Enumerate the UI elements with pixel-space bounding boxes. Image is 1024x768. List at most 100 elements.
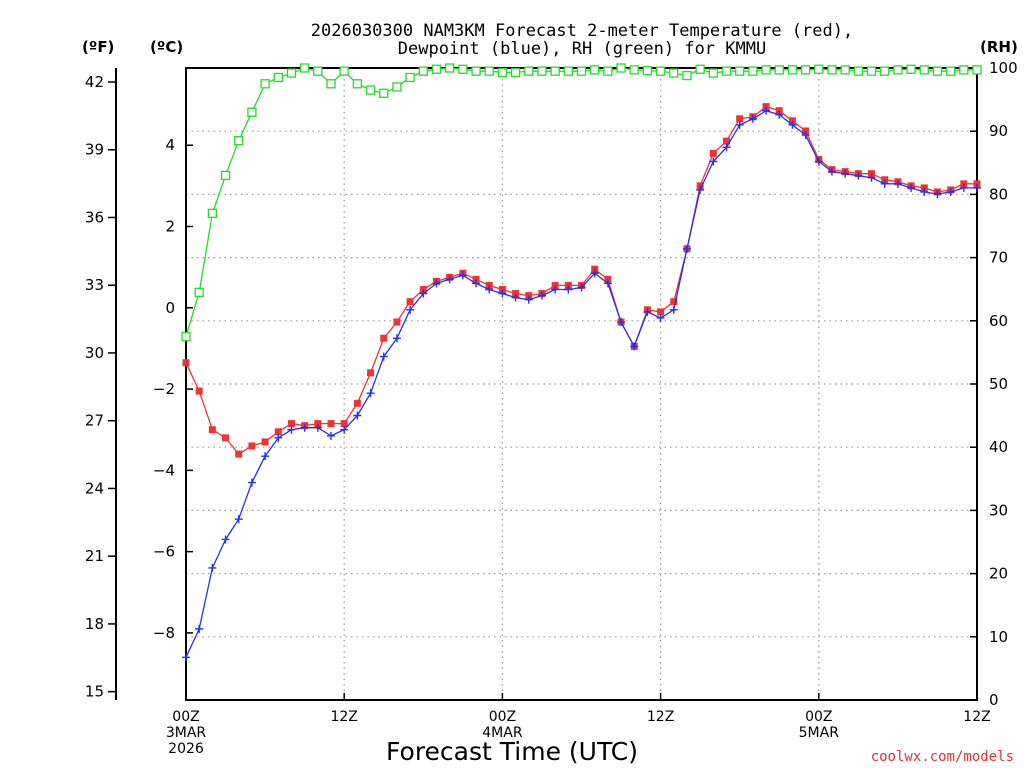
rh-point <box>603 66 613 76</box>
rh-point <box>655 66 666 76</box>
dewpoint-point <box>300 423 309 432</box>
rh-point <box>260 79 270 89</box>
dewpoint-point <box>498 289 507 298</box>
rh-point <box>207 208 218 219</box>
dewpoint-point <box>669 305 678 314</box>
rh-point <box>234 136 244 146</box>
temperature-point <box>709 149 717 157</box>
rh-point <box>906 64 916 74</box>
x-tick-label: 00Z <box>489 709 516 725</box>
rh-point <box>524 66 534 76</box>
temperature-point <box>472 275 480 283</box>
rh-point <box>959 65 969 75</box>
dewpoint-point <box>907 183 916 192</box>
temperature-point <box>920 184 928 192</box>
x-tick-label: 12Z <box>330 709 357 725</box>
dewpoint-point <box>524 295 533 304</box>
temperature-point <box>182 359 190 367</box>
dewpoint-point <box>643 307 652 316</box>
celsius-unit-label: (ºC) <box>150 38 183 56</box>
temperature-point <box>973 180 981 188</box>
rh-point <box>616 63 626 73</box>
series-rh <box>181 63 982 342</box>
rh-point <box>510 67 521 78</box>
dewpoint-point <box>261 452 270 461</box>
dewpoint-point <box>946 187 955 196</box>
temperature-point <box>564 281 572 289</box>
series-layer <box>181 63 982 662</box>
series-dewpoint <box>182 106 981 662</box>
rh-point <box>379 88 389 98</box>
rh-point <box>840 65 850 75</box>
rh-point <box>761 65 771 75</box>
dewpoint-point <box>617 318 626 327</box>
temperature-point <box>512 290 520 298</box>
temperature-point <box>802 127 810 135</box>
dewpoint-point <box>287 425 296 434</box>
fahrenheit-unit-label: (ºF) <box>82 38 114 56</box>
dewpoint-point <box>419 289 428 298</box>
rh-tick-label: 30 <box>989 501 1008 519</box>
rh-point <box>352 79 363 89</box>
dewpoint-point <box>340 425 349 434</box>
x-tick-label: 4MAR <box>482 725 523 741</box>
rh-tick-label: 10 <box>989 628 1008 646</box>
temperature-point <box>195 387 203 395</box>
temperature-point <box>525 292 533 300</box>
dewpoint-point <box>814 157 823 166</box>
temperature-point <box>775 107 783 115</box>
rh-point <box>299 63 310 73</box>
rh-point <box>273 72 283 83</box>
dewpoint-point <box>485 285 494 294</box>
dewpoint-point <box>432 279 441 288</box>
f-tick-label: 33 <box>85 276 104 294</box>
chart-title-line1: 2026030300 NAM3KM Forecast 2-meter Tempe… <box>311 21 853 41</box>
rh-point <box>194 287 204 298</box>
dewpoint-point <box>208 563 217 572</box>
dewpoint-point <box>762 106 771 115</box>
rh-point <box>880 66 890 76</box>
rh-tick-label: 40 <box>989 438 1008 456</box>
x-tick-label: 5MAR <box>799 725 840 741</box>
temperature-point <box>340 420 348 428</box>
temperature-point <box>208 426 216 434</box>
rh-point <box>735 66 745 76</box>
rh-point <box>418 66 428 76</box>
rh-point <box>563 66 573 76</box>
rh-line <box>185 67 977 337</box>
dewpoint-point <box>366 389 375 398</box>
temperature-point <box>327 420 335 428</box>
rh-point <box>972 65 982 75</box>
rh-unit-label: (RH) <box>980 38 1018 56</box>
rh-point <box>945 66 956 76</box>
dewpoint-point <box>353 411 362 420</box>
dewpoint-point <box>406 305 415 314</box>
temperature-point <box>393 318 401 326</box>
dewpoint-point <box>933 189 942 198</box>
rh-tick-label: 70 <box>989 249 1008 267</box>
rh-tick-label: 50 <box>989 375 1008 393</box>
dewpoint-point <box>722 143 731 152</box>
rh-point <box>893 65 903 75</box>
rh-point <box>919 65 929 75</box>
dewpoint-point <box>867 173 876 182</box>
rh-point <box>365 85 376 95</box>
dewpoint-point <box>854 171 863 180</box>
rh-point <box>708 68 718 78</box>
dewpoint-point <box>973 183 981 192</box>
temperature-point <box>591 265 599 273</box>
rh-point <box>339 66 349 76</box>
f-tick-label: 36 <box>85 208 104 226</box>
rh-point <box>286 68 297 78</box>
dewpoint-point <box>959 183 968 192</box>
dewpoint-point <box>841 169 850 178</box>
dewpoint-point <box>709 157 718 166</box>
rh-tick-label: 0 <box>989 691 999 709</box>
rh-point <box>669 68 679 78</box>
temperature-point <box>551 281 559 289</box>
c-tick-label: 4 <box>165 136 175 154</box>
x-tick-label: 12Z <box>647 709 674 725</box>
dewpoint-point <box>274 433 283 442</box>
dewpoint-point <box>880 179 889 188</box>
